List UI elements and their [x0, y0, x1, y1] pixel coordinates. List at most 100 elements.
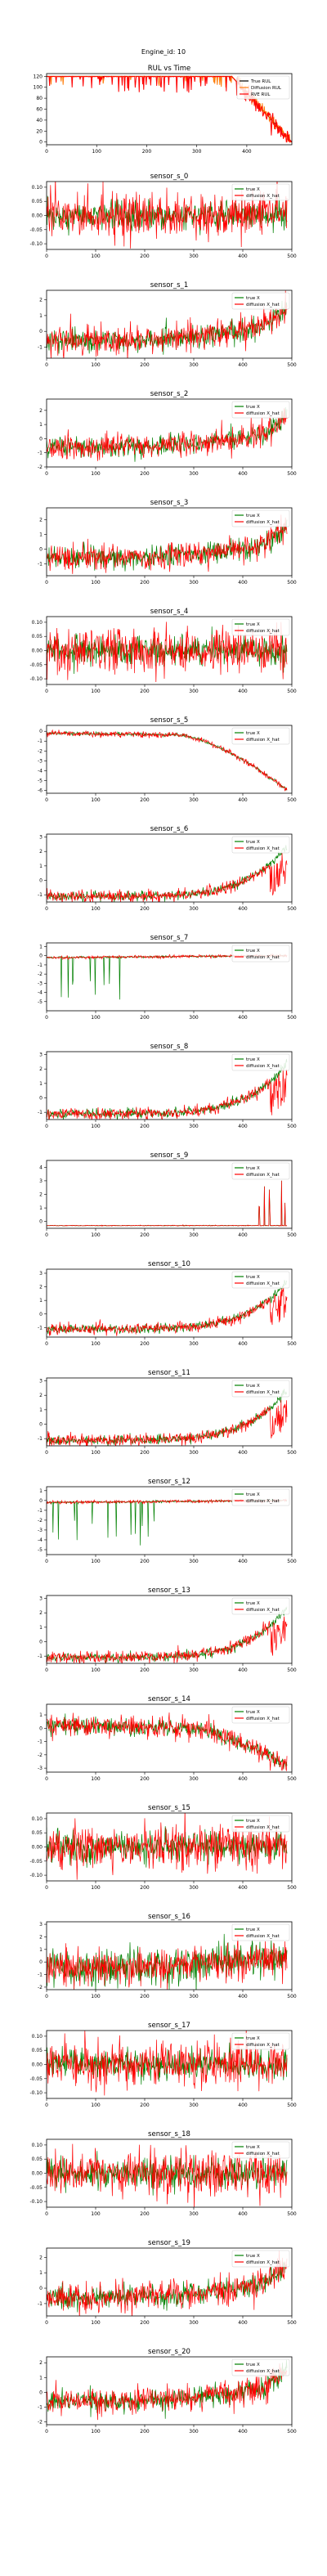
- subplot-13: sensor_s_12 0 100 200 300 400 500 -5 -4 -3 -2 -1 0 1 t…: [38, 1478, 297, 1564]
- x-tick-label: 300: [189, 2211, 199, 2217]
- y-tick-label: -0.05: [29, 662, 43, 668]
- x-tick-label: 300: [189, 2320, 199, 2326]
- x-tick-label: 300: [189, 471, 199, 477]
- legend-label: diffusion X_hat: [246, 2369, 280, 2374]
- x-tick-label: 0: [45, 1232, 48, 1238]
- y-tick-label: 2: [39, 849, 43, 855]
- y-tick-label: -1: [38, 344, 43, 350]
- y-tick-label: -0.05: [29, 1859, 43, 1865]
- legend-label: diffusion X_hat: [246, 411, 280, 416]
- subplot-15: sensor_s_14 0 100 200 300 400 500 -3 -2 -1 0 1 true …: [38, 1695, 297, 1782]
- y-tick-label: 0.00: [32, 648, 43, 654]
- x-tick-label: 100: [91, 254, 101, 259]
- x-tick-label: 0: [45, 580, 48, 586]
- legend-label: true X: [246, 2036, 260, 2041]
- y-tick-label: 0: [39, 1096, 43, 1102]
- x-tick-label: 300: [189, 254, 199, 259]
- legend-box: [231, 401, 290, 419]
- subplot-title: sensor_s_7: [150, 934, 189, 942]
- x-tick-label: 300: [189, 580, 199, 586]
- x-tick-label: 300: [189, 1341, 199, 1347]
- x-tick-label: 300: [189, 2429, 199, 2435]
- x-tick-label: 500: [287, 1776, 297, 1782]
- y-tick-label: 0.05: [32, 2156, 43, 2162]
- subplot-5: sensor_s_4 0 100 200 300 400 500 -0.10 -0.05 0.00…: [29, 608, 296, 694]
- y-tick-label: -2: [38, 1752, 43, 1758]
- x-tick-label: 200: [140, 1994, 150, 1999]
- x-tick-label: 100: [91, 797, 101, 803]
- x-tick-label: 300: [189, 1994, 199, 1999]
- legend-label: diffusion X_hat: [246, 2043, 280, 2048]
- subplot-title: sensor_s_8: [150, 1043, 189, 1051]
- legend-label: true X: [246, 1166, 260, 1171]
- x-tick-label: 0: [45, 1015, 48, 1021]
- legend-label: diffusion X_hat: [246, 520, 280, 525]
- y-tick-label: 2: [39, 298, 43, 303]
- y-tick-label: 0.05: [32, 1830, 43, 1836]
- legend-box: [231, 1162, 290, 1180]
- legend-label: RVE RUL: [251, 92, 271, 97]
- subplot-9: sensor_s_8 0 100 200 300 400 500 -1 0 1 2 3 true X di…: [38, 1043, 297, 1129]
- x-tick-label: 200: [140, 1450, 150, 1456]
- legend-box: [231, 2141, 290, 2159]
- plot-area: [47, 1606, 288, 1663]
- x-tick-label: 300: [189, 1776, 199, 1782]
- y-tick-label: 0: [39, 878, 43, 884]
- series-line-true-x: [47, 626, 288, 675]
- x-tick-label: 200: [140, 1885, 150, 1891]
- y-tick-label: -1: [38, 451, 43, 456]
- y-tick-label: 2: [39, 1192, 43, 1198]
- x-tick-label: 100: [91, 2211, 101, 2217]
- y-tick-label: -1: [38, 2301, 43, 2307]
- legend-box: [231, 945, 290, 963]
- x-tick-label: 100: [91, 471, 101, 477]
- plot-area: [47, 182, 288, 249]
- series-line-diffusion-x_hat: [47, 1068, 288, 1120]
- y-tick-label: 0.00: [32, 1845, 43, 1851]
- x-tick-label: 500: [287, 1885, 297, 1891]
- legend-box: [231, 1271, 290, 1289]
- y-tick-label: 3: [39, 1379, 43, 1384]
- x-tick-label: 0: [45, 797, 48, 803]
- legend-box: [231, 2358, 290, 2376]
- legend: true X diffusion X_hat: [231, 618, 290, 636]
- x-tick-label: 200: [140, 1667, 150, 1673]
- x-tick-label: 0: [45, 1559, 48, 1564]
- subplot-11: sensor_s_10 0 100 200 300 400 500 -1 0 1 2 3 true Xd…: [38, 1260, 297, 1347]
- x-tick-label: 500: [287, 2211, 297, 2217]
- y-tick-label: -2: [38, 464, 43, 470]
- legend-box: [236, 75, 290, 100]
- x-tick-label: 200: [140, 254, 150, 259]
- x-tick-label: 400: [238, 1232, 248, 1238]
- series-line-diffusion-x_hat: [47, 729, 288, 792]
- subplot-title: sensor_s_19: [148, 2239, 190, 2247]
- y-tick-label: -4: [38, 768, 43, 774]
- x-tick-label: 300: [189, 362, 199, 368]
- x-tick-label: 100: [91, 2103, 101, 2108]
- series-line-diffusion-x_hat: [47, 408, 288, 461]
- series-line-diffusion-x_hat: [47, 514, 288, 574]
- legend-label: true X: [246, 2145, 260, 2150]
- x-tick-label: 400: [238, 2429, 248, 2435]
- subplot-4: sensor_s_3 0 100 200 300 400 500 -1 0 1 2 true X dif…: [38, 499, 297, 586]
- x-tick-label: 100: [91, 1124, 101, 1129]
- y-tick-label: 0.05: [32, 2048, 43, 2053]
- legend: true X diffusion X_hat: [231, 727, 290, 745]
- subplot-title: sensor_s_13: [148, 1586, 190, 1595]
- x-tick-label: 400: [238, 906, 248, 912]
- y-tick-label: 0: [39, 140, 43, 146]
- subplot-8: sensor_s_7 0 100 200 300 400 500 -5 -4 -3 -2 -1 0 1 tr…: [38, 934, 297, 1021]
- subplot-19: sensor_s_18 0 100 200 300 400 500 -0.10 -0.05 0.0…: [29, 2130, 296, 2217]
- y-tick-label: 1: [39, 1947, 43, 1953]
- legend-label: diffusion X_hat: [246, 1064, 280, 1069]
- legend-box: [231, 1053, 290, 1071]
- y-tick-label: -1: [38, 738, 43, 744]
- legend-box: [231, 509, 290, 527]
- y-tick-label: 0: [39, 1959, 43, 1965]
- y-tick-label: 0.00: [32, 213, 43, 219]
- x-tick-label: 500: [287, 2103, 297, 2108]
- x-tick-label: 200: [140, 1015, 150, 1021]
- plot-area: [47, 2359, 288, 2421]
- x-tick-label: 400: [238, 362, 248, 368]
